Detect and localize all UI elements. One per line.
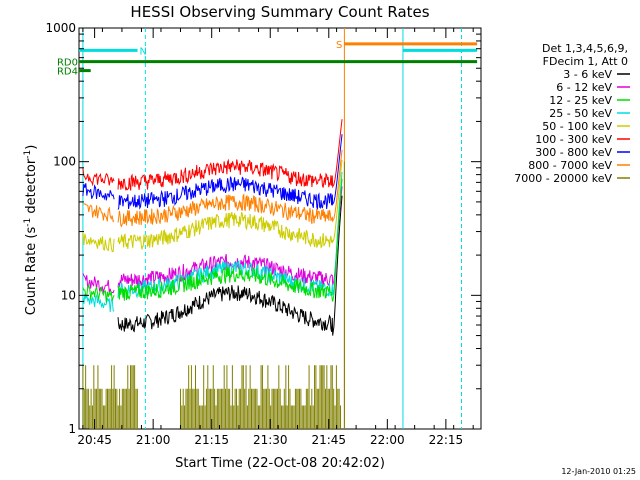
y-axis-label-sup2: -1 <box>23 150 33 159</box>
flag-label: RD0 <box>57 58 78 69</box>
flag-label: N <box>140 46 147 57</box>
series-line-pre <box>82 183 115 201</box>
y-tick-label: 10 <box>61 288 76 302</box>
series-line <box>117 178 343 302</box>
plot-area <box>78 27 482 430</box>
series-line-pre <box>82 283 115 303</box>
series-line <box>117 134 343 210</box>
x-tick-label: 21:45 <box>311 433 346 447</box>
series-line <box>117 186 343 288</box>
series-line <box>117 119 343 191</box>
x-tick-label: 22:15 <box>429 433 464 447</box>
flag-label: RD4 <box>57 67 78 78</box>
legend-label: 3 - 6 keV <box>563 68 612 81</box>
legend-header-1: Det 1,3,4,5,6,9, <box>542 42 628 55</box>
x-tick-label: 21:15 <box>194 433 229 447</box>
x-tick-label: 21:30 <box>253 433 288 447</box>
legend-label: 800 - 7000 keV <box>528 159 612 172</box>
x-tick-label: 21:00 <box>136 433 171 447</box>
flag-label: S <box>336 40 342 51</box>
legend: Det 1,3,4,5,6,9, FDecim 1, Att 0 3 - 6 k… <box>514 42 630 185</box>
y-axis-label-main: Count Rate (s <box>24 227 39 316</box>
legend-label: 25 - 50 keV <box>549 107 612 120</box>
legend-label: 6 - 12 keV <box>556 81 612 94</box>
x-axis-label: Start Time (22-Oct-08 20:42:02) <box>175 456 385 471</box>
y-tick-label: 1000 <box>45 21 76 35</box>
y-tick-label: 100 <box>53 155 76 169</box>
series-line-pre <box>82 203 115 223</box>
time-markers <box>82 28 462 429</box>
y-tick-label: 1 <box>68 422 76 436</box>
y-axis-label-end: ) <box>24 145 39 150</box>
x-axis-ticks: 20:45 21:00 21:15 21:30 21:45 22:00 22:15 <box>77 28 474 447</box>
x-tick-label: 22:00 <box>370 433 405 447</box>
plot-border <box>78 27 482 430</box>
data-series <box>82 119 345 429</box>
x-tick-label: 20:45 <box>77 433 112 447</box>
legend-label: 300 - 800 keV <box>535 146 612 159</box>
y-axis-label-sup1: -1 <box>23 218 33 227</box>
legend-label: 100 - 300 keV <box>535 133 612 146</box>
series-line <box>117 195 343 336</box>
legend-label: 12 - 25 keV <box>549 94 612 107</box>
chart-title: HESSI Observing Summary Count Rates <box>130 3 429 21</box>
series-line-pre <box>82 168 115 187</box>
legend-label: 7000 - 20000 keV <box>514 172 612 185</box>
y-axis-ticks: 1 10 100 1000 <box>45 21 481 436</box>
y-axis-label-mid: detector <box>24 158 39 218</box>
y-axis-label: Count Rate (s-1 detector-1) <box>23 145 39 316</box>
series-line-pre <box>82 230 115 253</box>
series-line <box>117 159 343 250</box>
footer-timestamp: 12-Jan-2010 01:25 <box>561 467 636 476</box>
legend-header-2: FDecim 1, Att 0 <box>543 55 628 68</box>
legend-label: 50 - 100 keV <box>542 120 612 133</box>
series-line <box>117 149 343 228</box>
